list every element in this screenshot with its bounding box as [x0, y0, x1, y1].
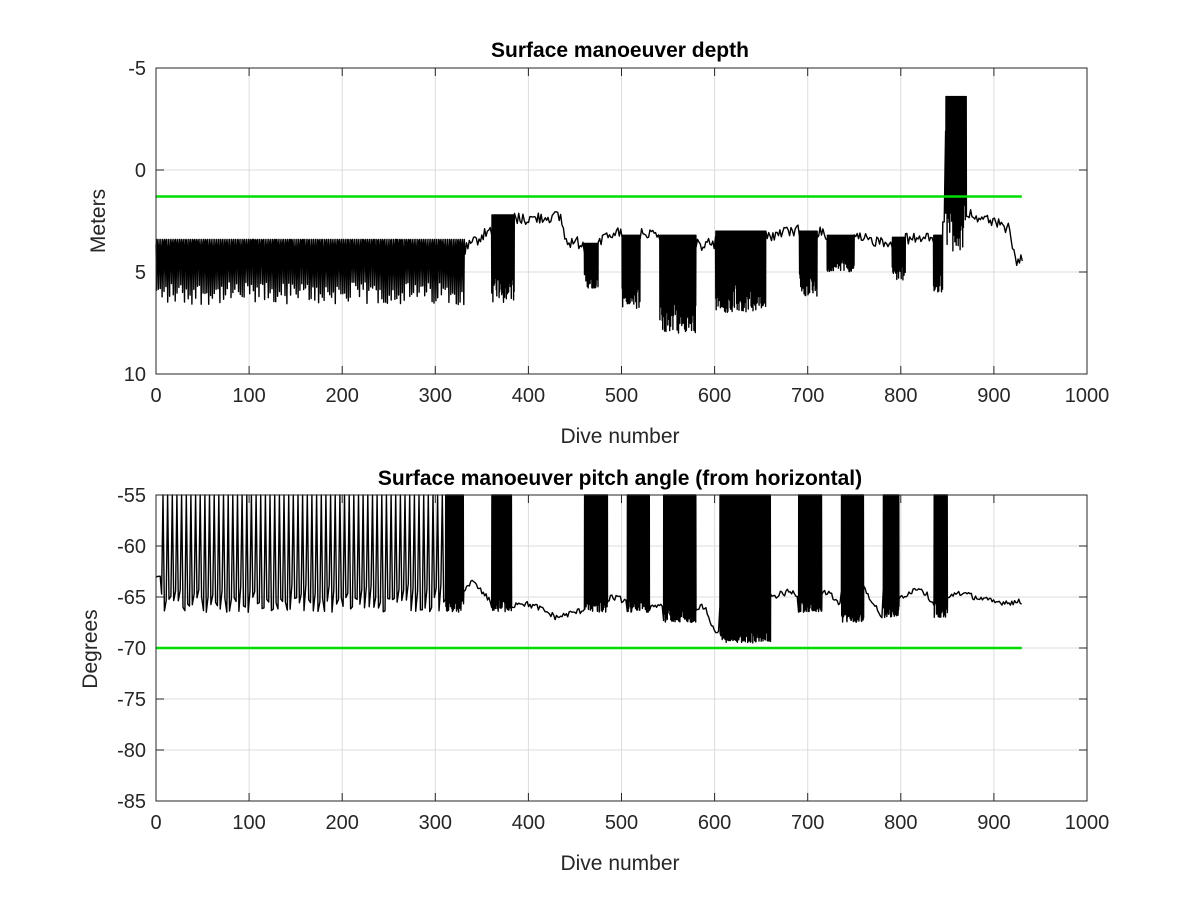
pitch-xtick-label: 300 [419, 812, 452, 834]
depth-xtick-label: 600 [698, 385, 731, 407]
depth-title: Surface manoeuver depth [491, 39, 749, 62]
pitch-ytick-label: -60 [117, 536, 146, 558]
depth-xtick-label: 300 [419, 385, 452, 407]
depth-xtick-label: 900 [977, 385, 1010, 407]
pitch-xtick-label: 500 [605, 812, 638, 834]
depth-xtick-label: 400 [512, 385, 545, 407]
pitch-ytick-label: -75 [117, 689, 146, 711]
pitch-ytick-label: -85 [117, 791, 146, 813]
depth-xlabel: Dive number [560, 425, 679, 448]
pitch-xtick-label: 100 [232, 812, 265, 834]
depth-xtick-label: 200 [326, 385, 359, 407]
depth-xtick-label: 0 [150, 385, 161, 407]
pitch-title: Surface manoeuver pitch angle (from hori… [378, 467, 862, 490]
pitch-xtick-label: 600 [698, 812, 731, 834]
pitch-xtick-label: 700 [791, 812, 824, 834]
depth-xtick-label: 1000 [1065, 385, 1110, 407]
pitch-ytick-label: -70 [117, 638, 146, 660]
depth-series-line [155, 95, 1023, 334]
pitch-xtick-label: 0 [150, 812, 161, 834]
pitch-axes-frame [155, 494, 1088, 802]
pitch-xtick-label: 400 [512, 812, 545, 834]
pitch-ytick-label: -80 [117, 740, 146, 762]
depth-axes-frame [155, 67, 1088, 375]
depth-ytick-label: 5 [135, 262, 146, 284]
depth-xtick-label: 500 [605, 385, 638, 407]
pitch-ytick-label: -65 [117, 587, 146, 609]
pitch-panel: Surface manoeuver pitch angle (from hori… [79, 467, 1109, 875]
pitch-series-line [155, 494, 1022, 644]
pitch-xtick-label: 900 [977, 812, 1010, 834]
pitch-xtick-label: 800 [884, 812, 917, 834]
pitch-xtick-label: 200 [326, 812, 359, 834]
pitch-xlabel: Dive number [560, 852, 679, 875]
depth-xtick-label: 100 [232, 385, 265, 407]
depth-panel: Surface manoeuver depth Dive number Mete… [87, 39, 1109, 448]
pitch-ylabel: Degrees [79, 609, 102, 688]
depth-ytick-label: 0 [135, 160, 146, 182]
depth-ylabel: Meters [87, 189, 110, 253]
pitch-xtick-label: 1000 [1065, 812, 1110, 834]
depth-ytick-label: 10 [124, 364, 146, 386]
depth-ytick-label: -5 [128, 58, 146, 80]
pitch-ytick-label: -55 [117, 485, 146, 507]
depth-xtick-label: 800 [884, 385, 917, 407]
depth-xtick-label: 700 [791, 385, 824, 407]
